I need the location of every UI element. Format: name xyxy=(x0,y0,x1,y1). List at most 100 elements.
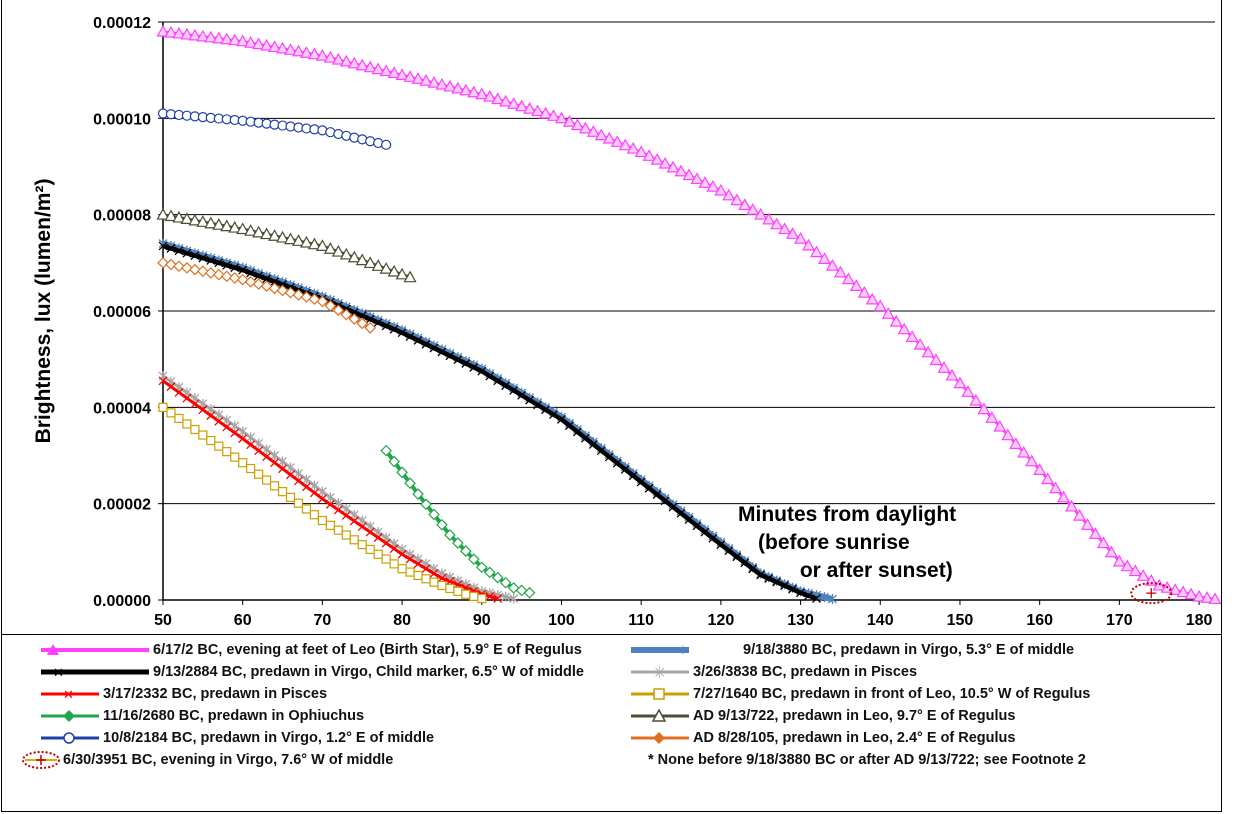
series-5-point xyxy=(182,419,192,429)
series-9-point xyxy=(212,268,225,281)
series-6-point xyxy=(388,455,400,468)
series-7-point xyxy=(403,270,417,283)
series-3-point xyxy=(501,591,511,602)
series-0-point xyxy=(451,81,465,94)
marker-circled-plus-outline xyxy=(1130,582,1173,605)
series-0-point xyxy=(762,212,776,225)
legend-item-6-17-2bc: 6/17/2 BC, evening at feet of Leo (Birth… xyxy=(39,639,582,661)
series-7-point xyxy=(244,224,258,236)
series-2-point xyxy=(413,335,423,345)
series-6-point xyxy=(491,571,504,584)
series-0-point xyxy=(562,114,576,127)
series-4-point xyxy=(190,399,200,409)
series-0-point xyxy=(252,37,266,50)
legend-item-9-18-3880bc: ✶ 9/18/3880 BC, predawn in Virgo, 5.3° E… xyxy=(629,639,1074,661)
series-4-point xyxy=(413,559,423,569)
legend-item-7-27-1640bc: 7/27/1640 BC, predawn in front of Leo, 1… xyxy=(629,683,1090,705)
series-2-point xyxy=(270,277,280,287)
series-2-point xyxy=(230,263,240,273)
series-2-point xyxy=(389,324,399,334)
series-0-point xyxy=(738,198,752,211)
series-0-point xyxy=(913,337,927,350)
series-0-point xyxy=(379,64,393,77)
series-0-point xyxy=(849,279,863,291)
series-7-point xyxy=(323,242,337,254)
svg-text:✕: ✕ xyxy=(53,666,64,679)
series-0-point xyxy=(371,62,385,75)
series-2-point xyxy=(397,328,407,338)
series-7-point xyxy=(291,234,306,246)
series-0-point xyxy=(347,56,361,69)
series-2-point xyxy=(804,591,814,601)
series-0-point xyxy=(802,238,816,251)
series-3-point xyxy=(222,415,232,426)
series-0-point xyxy=(1025,454,1039,467)
series-2-point xyxy=(493,376,503,386)
series-2-point xyxy=(453,355,463,365)
series-2-point xyxy=(564,421,574,431)
series-0-point xyxy=(1041,472,1055,485)
legend-swatch-red-x: ✕ xyxy=(41,688,99,701)
series-6-point xyxy=(380,444,393,457)
series-0-point xyxy=(283,43,298,55)
series-0-point xyxy=(1080,518,1095,530)
series-4-point xyxy=(349,516,359,526)
series-0-point xyxy=(650,153,664,165)
marker-circled-plus xyxy=(1146,588,1157,599)
series-2-point xyxy=(660,496,670,506)
series-4-point xyxy=(429,569,439,578)
series-2-point xyxy=(716,540,726,550)
series-1-point xyxy=(827,594,837,605)
series-3-point xyxy=(294,468,303,479)
legend-swatch-green-diamond xyxy=(41,710,99,722)
series-2-point xyxy=(549,410,558,420)
series-0-point xyxy=(188,28,202,41)
series-9-point xyxy=(316,295,329,308)
series-0-point xyxy=(531,104,545,117)
series-5-point xyxy=(262,475,272,485)
series-0-point xyxy=(403,70,417,82)
series-9-point xyxy=(165,258,177,271)
series-7-point xyxy=(204,216,218,229)
series-9-point xyxy=(356,317,369,330)
series-0-point xyxy=(307,47,321,60)
x-tick-label: 70 xyxy=(313,612,331,629)
series-2-point xyxy=(437,347,447,357)
series-0-point xyxy=(698,176,712,188)
series-0-point xyxy=(1104,545,1118,558)
y-tick-label: 0.00012 xyxy=(93,15,151,32)
series-5-point xyxy=(174,413,184,424)
series-5-point xyxy=(317,515,327,526)
series-9-point xyxy=(173,260,185,273)
series-0-point xyxy=(618,138,632,151)
series-5-point xyxy=(222,447,232,457)
series-6-point xyxy=(452,537,464,549)
series-0-point xyxy=(323,50,337,63)
series-2-point xyxy=(788,584,798,594)
series-5-point xyxy=(238,458,248,468)
series-5-point xyxy=(381,554,391,564)
series-4-point xyxy=(333,505,343,515)
series-2-point xyxy=(588,439,598,449)
series-2-point xyxy=(214,258,224,268)
series-7-point xyxy=(299,235,313,248)
series-0-point xyxy=(897,322,911,335)
series-2-point xyxy=(620,465,630,474)
series-5-point xyxy=(277,487,288,497)
series-0-point xyxy=(857,285,871,298)
series-2-point xyxy=(477,366,487,376)
series-5-point xyxy=(341,530,351,540)
series-5-point xyxy=(246,463,256,474)
series-2-point xyxy=(365,314,375,324)
series-0-point xyxy=(634,145,648,158)
series-0-point xyxy=(554,111,569,124)
series-0-point xyxy=(339,54,353,67)
series-4-point xyxy=(246,440,256,450)
legend-item-6-30-3951bc: 6/30/3951 BC, evening in Virgo, 7.6° W o… xyxy=(21,749,393,771)
series-0-point xyxy=(921,345,935,358)
chart-plot: 0.00000 0.00002 0.00004 0.00006 0.00008 0.000… xyxy=(32,15,1222,629)
series-3-point xyxy=(286,462,295,473)
series-2-point xyxy=(278,280,288,289)
series-0-point xyxy=(244,35,258,48)
x-tick-label: 130 xyxy=(787,612,814,629)
